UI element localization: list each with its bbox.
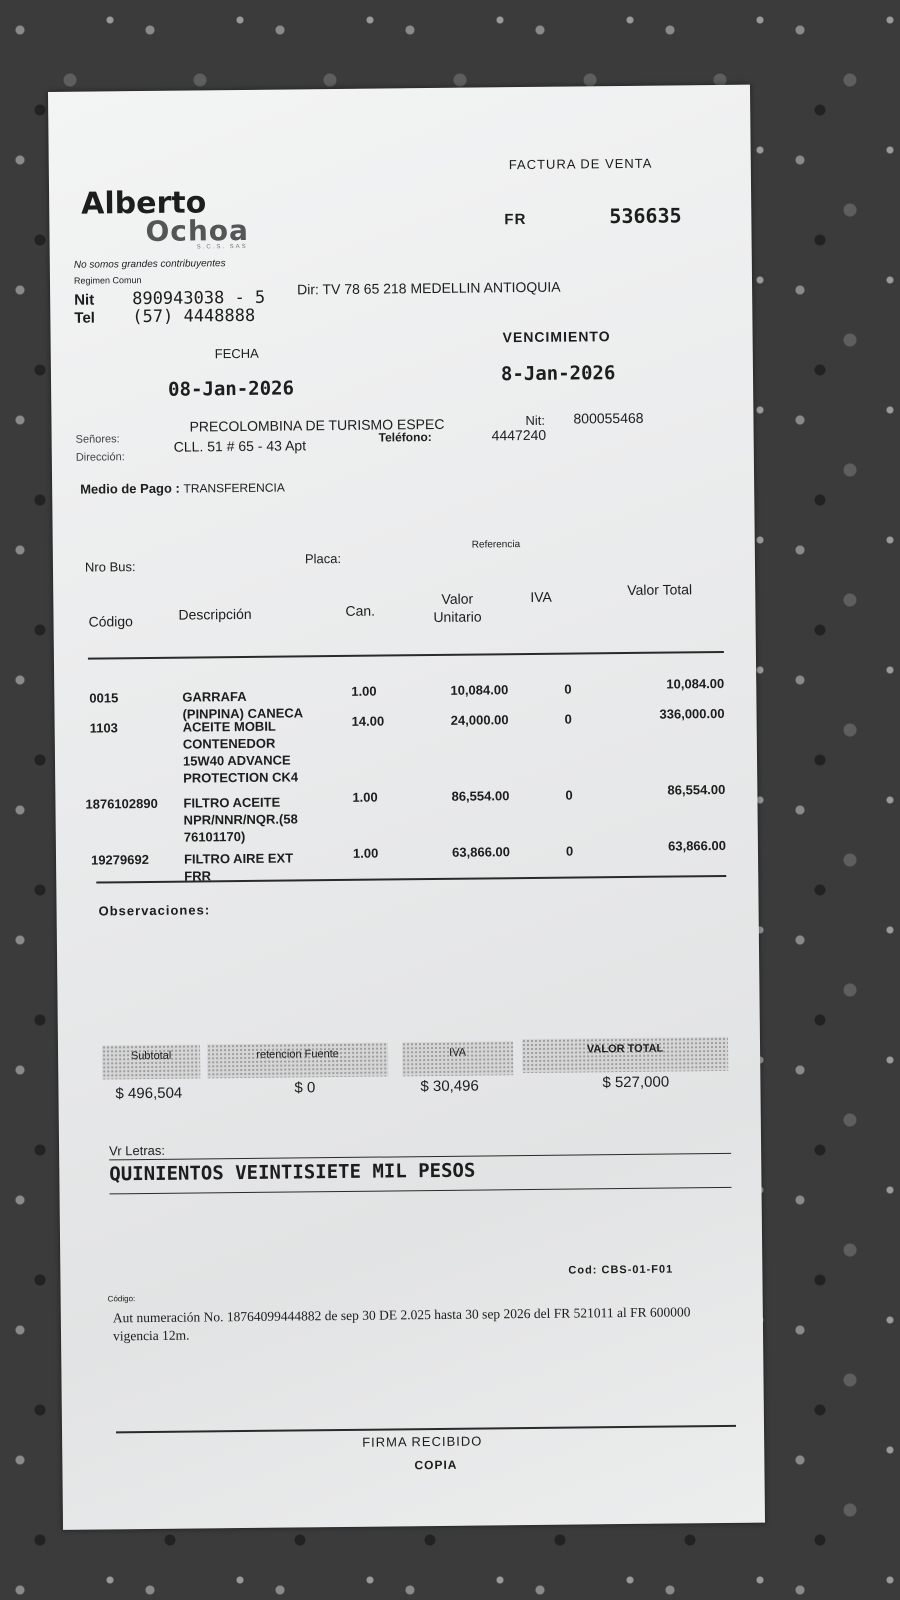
item-quantity: 1.00 xyxy=(351,683,377,699)
item-total: 336,000.00 xyxy=(659,705,725,722)
letras-value: QUINIENTOS VEINTISIETE MIL PESOS xyxy=(109,1159,476,1186)
signature-label: FIRMA RECIBIDO xyxy=(362,1433,483,1450)
item-unit-price: 86,554.00 xyxy=(451,788,510,804)
item-iva: 0 xyxy=(564,681,572,697)
letras-line-bottom xyxy=(109,1186,732,1195)
customer-phone: 4447240 xyxy=(491,426,547,444)
col-iva: IVA xyxy=(530,588,552,605)
item-code: 1876102890 xyxy=(85,795,158,812)
direccion-label: Dirección: xyxy=(75,451,125,464)
col-valor-total: Valor Total xyxy=(627,581,693,598)
company-logo: Alberto Ochoa S.C.S. SAS xyxy=(81,185,250,252)
item-description-line: NPR/NNR/NQR.(58 xyxy=(183,811,298,828)
item-description-line: PROTECTION CK4 xyxy=(183,769,299,786)
col-descripcion: Descripción xyxy=(178,605,252,623)
item-total: 86,554.00 xyxy=(667,781,726,798)
item-iva: 0 xyxy=(565,843,574,859)
iva-total-value: $ 30,496 xyxy=(420,1077,479,1096)
vencimiento-value: 8-Jan-2026 xyxy=(500,362,616,386)
form-code: Cod: CBS-01-F01 xyxy=(568,1263,674,1277)
tel-label: Tel xyxy=(74,309,96,327)
valor-total-value: $ 527,000 xyxy=(602,1073,670,1092)
item-total: 10,084.00 xyxy=(666,675,725,692)
item-description: ACEITE MOBIL CONTENEDOR 15W40 ADVANCE PROTE… xyxy=(183,717,299,786)
company-tel: (57) 4448888 xyxy=(132,305,256,328)
subtotal-value: $ 496,504 xyxy=(115,1084,183,1103)
customer-address: CLL. 51 # 65 - 43 Apt xyxy=(173,437,307,455)
item-description: FILTRO ACEITE NPR/NNR/NQR.(58 76101170) xyxy=(183,793,298,845)
telefono-label: Teléfono: xyxy=(378,430,432,445)
codigo-label: Código: xyxy=(107,1294,136,1304)
nit-label: Nit xyxy=(74,291,95,309)
regime: Regimen Comun xyxy=(73,275,142,286)
fecha-label: FECHA xyxy=(214,345,259,362)
invoice-number: 536635 xyxy=(609,203,682,229)
item-code: 19279692 xyxy=(90,851,149,868)
item-iva: 0 xyxy=(564,711,572,727)
table-row: 19279692 FILTRO AIRE EXT FRR 1.00 63,866.00 0… xyxy=(48,85,750,884)
customer-nit: 800055468 xyxy=(573,409,644,427)
header-divider xyxy=(87,650,724,660)
payment-method: Medio de Pago : TRANSFERENCIA xyxy=(80,480,285,497)
col-valor-unitario: Valor Unitario xyxy=(433,590,482,625)
payment-method-label: Medio de Pago : xyxy=(80,480,180,497)
col-cantidad: Can. xyxy=(345,602,376,619)
nro-bus-label: Nro Bus: xyxy=(84,559,136,575)
fecha-value: 08-Jan-2026 xyxy=(168,377,295,401)
item-unit-price: 10,084.00 xyxy=(450,682,509,698)
item-unit-price: 63,866.00 xyxy=(452,844,511,860)
item-quantity: 1.00 xyxy=(352,845,379,861)
item-description-line: 15W40 ADVANCE xyxy=(182,752,291,769)
placa-label: Placa: xyxy=(304,550,342,567)
item-description-line: ACEITE MOBIL xyxy=(182,718,276,735)
letras-label: Vr Letras: xyxy=(109,1142,166,1159)
table-row: 0015 GARRAFA (PINPINA) CANECA 1.00 10,084.00… xyxy=(48,85,750,722)
item-unit-price: 24,000.00 xyxy=(450,712,509,728)
authorization-text: Aut numeración No. 18764099444882 de sep… xyxy=(112,1304,691,1344)
customer-nit-label: Nit: xyxy=(525,412,546,429)
retencion-label: retencion Fuente xyxy=(206,1042,389,1079)
col-codigo: Código xyxy=(88,613,134,630)
item-description-line: FILTRO AIRE EXT xyxy=(183,850,294,867)
item-quantity: 14.00 xyxy=(351,713,385,729)
item-code: 1103 xyxy=(89,720,118,736)
item-quantity: 1.00 xyxy=(352,789,378,805)
item-code: 0015 xyxy=(89,690,119,706)
valor-total-label: VALOR TOTAL xyxy=(521,1036,729,1074)
invoice-paper: FACTURA DE VENTA Alberto Ochoa S.C.S. SA… xyxy=(48,84,766,1530)
fr-label: FR xyxy=(504,210,527,229)
vencimiento-label: VENCIMIENTO xyxy=(502,328,611,346)
logo-line3: S.C.S. SAS xyxy=(196,243,248,251)
item-description-line: FILTRO ACEITE xyxy=(183,794,281,811)
item-iva: 0 xyxy=(565,787,573,803)
table-row: 1103 ACEITE MOBIL CONTENEDOR 15W40 ADVANCE P… xyxy=(48,85,750,786)
iva-total-label: IVA xyxy=(401,1041,514,1077)
item-description-line: GARRAFA xyxy=(182,688,247,705)
invoice-items: 0015 GARRAFA (PINPINA) CANECA 1.00 10,084.00… xyxy=(48,85,750,884)
document-type: FACTURA DE VENTA xyxy=(508,155,653,173)
senores-label: Señores: xyxy=(75,433,120,446)
signature-line xyxy=(116,1424,737,1434)
table-row: 1876102890 FILTRO ACEITE NPR/NNR/NQR.(58 76… xyxy=(48,85,750,845)
payment-method-value: TRANSFERENCIA xyxy=(183,480,285,496)
company-address: Dir: TV 78 65 218 MEDELLIN ANTIOQUIA xyxy=(296,278,561,298)
observaciones-label: Observaciones: xyxy=(98,902,211,919)
retencion-value: $ 0 xyxy=(294,1079,316,1097)
logo-line2: Ochoa xyxy=(145,213,250,248)
tax-note: No somos grandes contribuyentes xyxy=(73,258,226,271)
copy-label: COPIA xyxy=(414,1457,458,1473)
item-total: 63,866.00 xyxy=(668,837,727,854)
item-description-line: 76101170) xyxy=(183,828,246,845)
subtotal-label: Subtotal xyxy=(101,1044,201,1080)
item-description-line: CONTENEDOR xyxy=(182,735,276,752)
referencia-label: Referencia xyxy=(471,539,521,551)
